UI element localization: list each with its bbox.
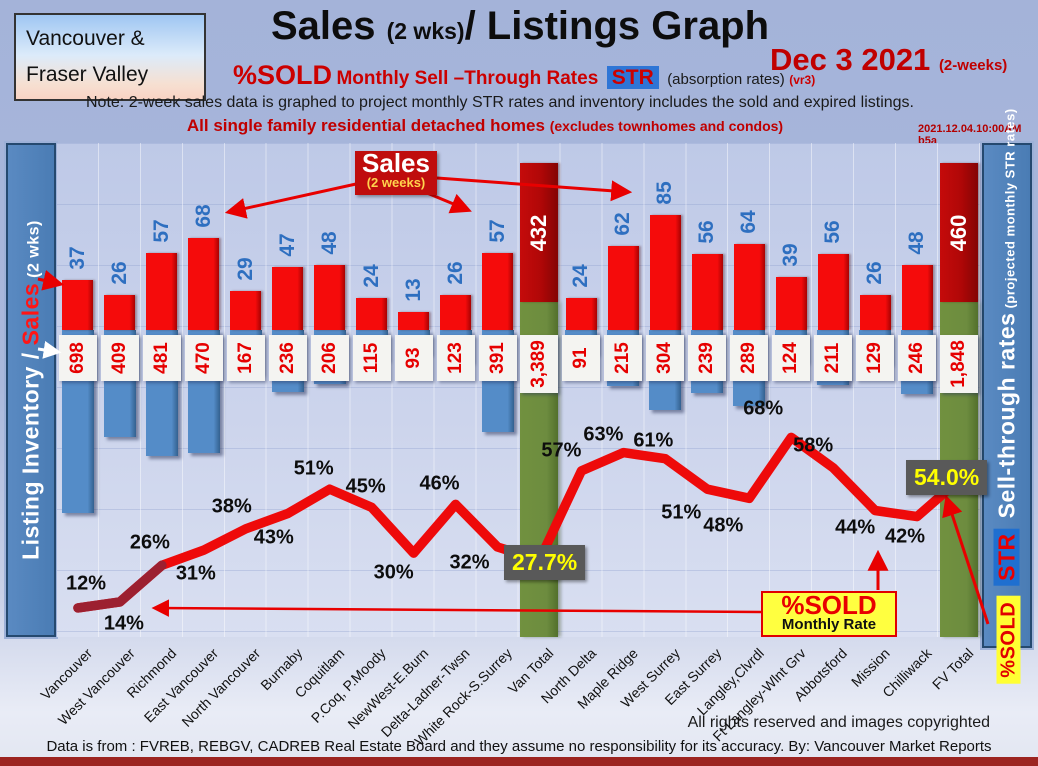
inventory-label-box [310, 335, 349, 381]
str-pct-label: 32% [449, 551, 490, 574]
sales-total-bar [940, 163, 979, 302]
inventory-label-box [562, 335, 601, 381]
sales-bar [188, 238, 220, 330]
inventory-label-box [226, 335, 265, 381]
str-pct-label: 44% [835, 516, 876, 539]
right-axis-bar: %SOLDSTRSell-through rates (projected mo… [980, 108, 1034, 684]
sales-bar [859, 295, 891, 330]
logo-line1: Vancouver & [26, 27, 145, 50]
sales-bar [775, 277, 807, 330]
bottom-red-strip [0, 757, 1038, 766]
str-pct-label: 51% [293, 457, 334, 480]
inventory-label-box [688, 335, 727, 381]
fv-total-rate-badge: 54.0% [906, 460, 988, 495]
sales-bar [733, 244, 765, 330]
str-pct-label: 30% [373, 561, 414, 584]
report-date: Dec 3 2021 (2-weeks) [770, 42, 1008, 77]
str-pct-label: 68% [743, 397, 784, 420]
region-logo: Vancouver & Fraser Valley [14, 13, 206, 101]
sales-bar [272, 267, 304, 330]
inventory-label-box [394, 335, 433, 381]
sales-bar [104, 295, 136, 330]
subnote-paren: (excludes townhomes and condos) [549, 118, 784, 134]
str-pct-label: 38% [211, 495, 252, 518]
inventory-label-box [268, 335, 307, 381]
sales-bar [565, 298, 597, 330]
left-axis-bar: Listing Inventory / Sales (2 wks) [4, 141, 58, 639]
str-pct-label: 61% [633, 429, 674, 452]
date-paren: (2-weeks) [938, 57, 1008, 74]
str-pct-label: 12% [65, 572, 106, 595]
str-pct-label: 43% [253, 526, 294, 549]
str-pct-label: 46% [419, 472, 460, 495]
absorption-label: (absorption rates) [667, 71, 785, 88]
left-axis-sales-word: Sales [17, 282, 44, 346]
inventory-label-box [436, 335, 475, 381]
sales-bar [607, 246, 639, 330]
rates-label: Monthly Sell –Through Rates [336, 68, 599, 89]
str-pct-label: 48% [703, 514, 744, 537]
rights-text: All rights reserved and images copyright… [687, 714, 990, 731]
sales-bar [691, 254, 723, 330]
inventory-label-box [352, 335, 391, 381]
str-pct-label: 26% [129, 531, 170, 554]
inventory-label-box [814, 335, 853, 381]
inventory-label-box [58, 335, 97, 381]
inventory-label-box [604, 335, 643, 381]
str-pct-label: 57% [541, 439, 582, 462]
sales-bar [440, 295, 472, 330]
sold-rate-callout-box: %SOLD Monthly Rate [761, 591, 897, 637]
subnote-text: All single family residential detached h… [186, 116, 784, 135]
inventory-label-box [940, 335, 979, 393]
sales-bar [398, 312, 430, 330]
inventory-label-box [898, 335, 937, 381]
str-pct-label: 42% [885, 525, 926, 548]
sold-callout-sub: Monthly Rate [781, 616, 877, 633]
right-axis-str-badge: STR [993, 527, 1020, 586]
inventory-label-box [142, 335, 181, 381]
van-total-rate-badge: 27.7% [504, 545, 586, 580]
inventory-label-box [730, 335, 769, 381]
sales-bar [62, 280, 94, 330]
sales-bar [314, 265, 346, 330]
str-badge: STR [606, 66, 659, 89]
sales-callout-title: Sales [362, 148, 430, 178]
inventory-label-box [856, 335, 895, 381]
page-title: Sales (2 wks)/ Listings Graph [270, 4, 770, 48]
sales-bar [817, 254, 849, 330]
sales-bar [901, 265, 933, 330]
inventory-label-box [772, 335, 811, 381]
sales-bar [356, 298, 388, 330]
sales-bar [649, 215, 681, 330]
version-label: (vr3) [789, 73, 816, 87]
inventory-label-box [478, 335, 517, 381]
str-pct-label: 51% [661, 501, 702, 524]
sold-callout-title: %SOLD [781, 590, 877, 620]
sales-bar [146, 253, 178, 330]
pct-sold-label: %SOLD [233, 60, 333, 90]
inventory-label-box [100, 335, 139, 381]
title-paren: (2 wks) [386, 18, 465, 44]
inventory-label-box [184, 335, 223, 381]
str-pct-label: 58% [793, 434, 834, 457]
str-pct-label: 45% [345, 475, 386, 498]
sales-bar [482, 253, 514, 330]
subtitle-str: %SOLD Monthly Sell –Through Rates STR (a… [233, 60, 815, 91]
sales-callout-sub: (2 weeks) [366, 175, 426, 190]
sales-bar [230, 291, 262, 330]
inventory-label-box [646, 335, 685, 381]
str-pct-label: 31% [175, 562, 216, 585]
right-axis-sold-badge: %SOLD [996, 595, 1021, 684]
str-pct-label: 14% [103, 612, 144, 635]
sales-callout-box: Sales (2 weeks) [355, 148, 437, 195]
inventory-label-box [520, 335, 559, 393]
source-text: Data is from : FVREB, REBGV, CADREB Real… [46, 738, 992, 755]
str-pct-label: 63% [583, 423, 624, 446]
logo-line2: Fraser Valley [26, 62, 149, 86]
note-text: Note: 2-week sales data is graphed to pr… [86, 94, 914, 111]
